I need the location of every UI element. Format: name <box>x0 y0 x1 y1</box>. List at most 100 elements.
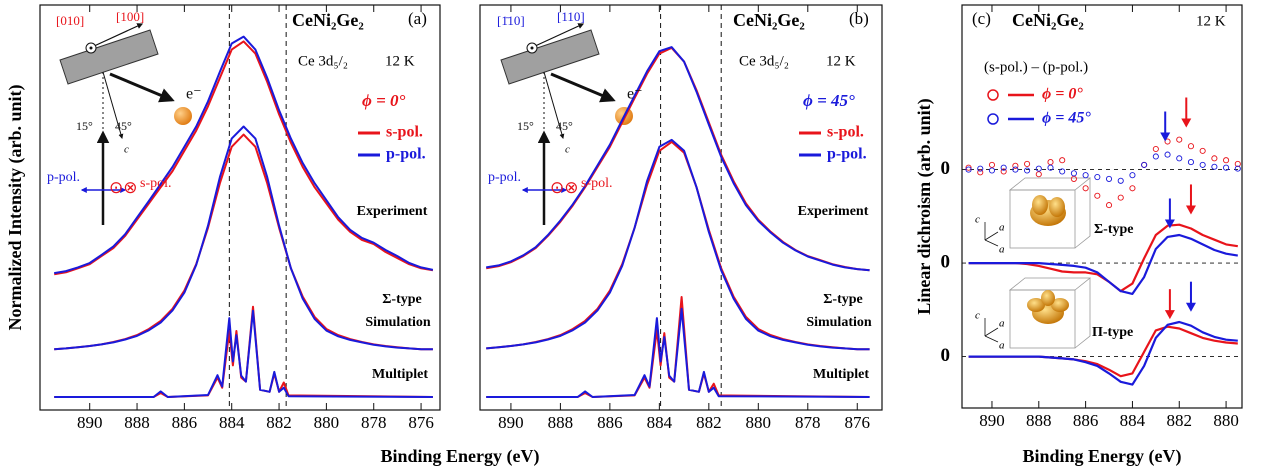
diagram-label: ⊙⊗ <box>109 178 138 197</box>
sigma-curve <box>968 233 1238 295</box>
data-point <box>1129 185 1136 192</box>
x-tick-label: 884 <box>1120 411 1146 430</box>
axis-letter: c <box>975 310 980 322</box>
diagram-label: s-pol. <box>140 176 172 191</box>
curve-label: Multiplet <box>813 367 869 382</box>
difference-label: (s-pol.) – (p-pol.) <box>984 59 1088 75</box>
data-point <box>1094 192 1101 199</box>
data-point <box>1234 160 1241 168</box>
data-point <box>988 167 996 174</box>
plot-frame <box>961 4 1243 409</box>
curve-label: Σ-type <box>1094 222 1133 237</box>
diagram-label: e⁻ <box>186 86 202 103</box>
data-point <box>977 165 984 172</box>
core-level: Ce 3d₅/₂ <box>739 53 789 69</box>
axis-letter: a <box>999 318 1005 330</box>
data-point <box>1129 172 1136 179</box>
curve-label: Multiplet <box>372 367 428 382</box>
compound: CeNi₂Ge₂ <box>292 10 364 30</box>
data-point <box>1047 164 1054 171</box>
curve-label: Σ-type <box>823 292 862 307</box>
temperature: 12 K <box>385 53 415 69</box>
data-point <box>1117 194 1124 201</box>
x-tick-label: 878 <box>361 413 387 432</box>
data-point <box>1176 136 1183 143</box>
curve-label: Σ-type <box>382 292 421 307</box>
legend-label: p-pol. <box>827 146 867 163</box>
plot-frame <box>39 4 441 411</box>
simulation-curve <box>54 125 433 351</box>
diagram-label: 15° <box>517 119 534 133</box>
data-point <box>1047 159 1054 166</box>
arrow-head <box>1185 205 1196 215</box>
diagram-label: 45° <box>556 119 573 133</box>
x-tick-label: 890 <box>77 413 103 432</box>
x-tick-label: 880 <box>314 413 340 432</box>
y-tick-label: 0 <box>941 251 951 272</box>
temperature: 12 K <box>1196 13 1226 29</box>
plot-frame <box>479 4 883 411</box>
data-point <box>1117 177 1124 184</box>
data-point <box>1070 175 1077 182</box>
diagram-label: [110] <box>557 9 585 24</box>
x-tick-label: 884 <box>647 413 673 432</box>
y-tick-label: 0 <box>941 345 951 366</box>
data-point <box>1082 185 1089 192</box>
diagram-label: p-pol. <box>47 170 80 185</box>
data-point <box>988 161 996 168</box>
compound: CeNi₂Ge₂ <box>733 10 805 30</box>
orbital-inset-pi <box>984 277 1092 349</box>
curve-label: Simulation <box>806 315 872 330</box>
x-tick-label: 878 <box>795 413 821 432</box>
curve-label: Simulation <box>365 315 431 330</box>
x-tick-label: 886 <box>172 413 198 432</box>
pi-curve <box>968 320 1238 386</box>
data-point <box>1164 151 1171 158</box>
arrow-head <box>1164 310 1175 320</box>
data-point <box>1105 202 1113 209</box>
x-tick-label: 884 <box>219 413 245 432</box>
diagram-label: [1̄10] <box>497 13 525 28</box>
data-point <box>1105 175 1113 182</box>
x-tick-label: 882 <box>1167 411 1193 430</box>
diagram-label: s-pol. <box>581 176 613 191</box>
x-tick-label: 890 <box>979 411 1005 430</box>
legend-label: ϕ = 45° <box>1042 110 1091 127</box>
x-tick-label: 886 <box>1073 411 1099 430</box>
panel-label: (a) <box>408 9 427 28</box>
data-point <box>1000 164 1007 171</box>
data-point <box>1012 162 1019 169</box>
data-point <box>1012 166 1019 173</box>
data-point <box>1082 172 1089 179</box>
x-axis-label: Binding Energy (eV) <box>1022 446 1181 467</box>
axis-letter: a <box>999 222 1005 234</box>
arrow-head <box>1164 219 1175 229</box>
legend-marker <box>987 113 999 125</box>
x-axis-label: Binding Energy (eV) <box>380 446 539 467</box>
x-tick-label: 890 <box>498 413 524 432</box>
data-point <box>1211 155 1218 162</box>
compound: CeNi₂Ge₂ <box>1012 10 1084 30</box>
data-point <box>977 169 984 176</box>
experiment-curve <box>486 46 870 272</box>
legend-marker <box>987 89 999 101</box>
x-tick-label: 882 <box>266 413 292 432</box>
y-tick-label: 0 <box>941 158 951 179</box>
data-point <box>1024 160 1031 168</box>
axis-letter: c <box>975 214 980 226</box>
x-tick-label: 880 <box>1213 411 1239 430</box>
legend-label: s-pol. <box>386 124 423 141</box>
x-tick-label: 876 <box>408 413 434 432</box>
data-point <box>1141 161 1148 168</box>
axis-letter: a <box>999 244 1005 256</box>
orbital-inset-sigma <box>984 177 1092 249</box>
data-point <box>965 166 972 173</box>
data-point <box>965 164 972 171</box>
legend-label: ϕ = 0° <box>1042 86 1083 103</box>
diagram-label: p-pol. <box>488 170 521 185</box>
core-level: Ce 3d₅/₂ <box>298 53 348 69</box>
axis-letter: a <box>999 340 1005 352</box>
diagram-label: 45° <box>115 119 132 133</box>
curve-label: Experiment <box>357 204 428 219</box>
